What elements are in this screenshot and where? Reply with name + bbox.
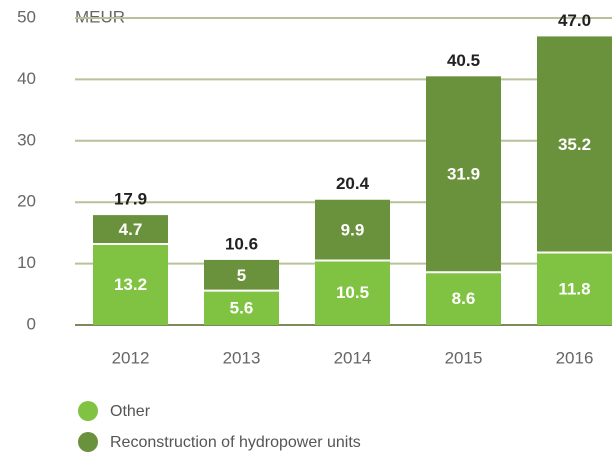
value-label: 35.2: [558, 135, 591, 154]
x-tick-label: 2016: [556, 348, 594, 367]
value-label: 4.7: [119, 220, 143, 239]
bar-segment: [204, 259, 279, 291]
y-axis-label: MEUR: [75, 7, 125, 26]
y-tick-label: 10: [17, 253, 36, 272]
bar-segment: [426, 76, 501, 273]
bar-segment: [537, 252, 612, 325]
value-label: 31.9: [447, 165, 480, 184]
y-tick-label: 20: [17, 192, 36, 211]
value-label: 10.5: [336, 283, 369, 302]
y-tick-label: 40: [17, 69, 36, 88]
y-tick-label: 50: [17, 7, 36, 26]
bar-segment: [537, 36, 612, 253]
y-tick-label: 0: [27, 314, 36, 333]
total-label: 10.6: [225, 234, 258, 253]
bar-segment: [93, 215, 168, 244]
legend-marker: [78, 432, 98, 452]
x-tick-label: 2012: [112, 348, 150, 367]
value-label: 5: [237, 266, 246, 285]
bar-segment: [204, 290, 279, 325]
bar-segment: [93, 243, 168, 325]
total-label: 20.4: [336, 174, 370, 193]
value-label: 5.6: [230, 298, 254, 317]
value-label: 9.9: [341, 221, 365, 240]
legend-label: Reconstruction of hydropower units: [110, 434, 361, 451]
legend-marker: [78, 401, 98, 421]
total-label: 17.9: [114, 190, 147, 209]
x-tick-label: 2014: [334, 348, 372, 367]
x-tick-label: 2015: [445, 348, 483, 367]
legend-label: Other: [110, 403, 151, 420]
bar-segment: [426, 272, 501, 325]
value-label: 11.8: [558, 279, 590, 298]
value-label: 8.6: [452, 289, 476, 308]
bar-segment: [315, 260, 390, 325]
bar-segment: [315, 199, 390, 261]
x-tick-label: 2013: [223, 348, 261, 367]
y-tick-label: 30: [17, 130, 36, 149]
value-label: 13.2: [114, 275, 147, 294]
total-label: 47.0: [558, 11, 591, 30]
total-label: 40.5: [447, 51, 480, 70]
